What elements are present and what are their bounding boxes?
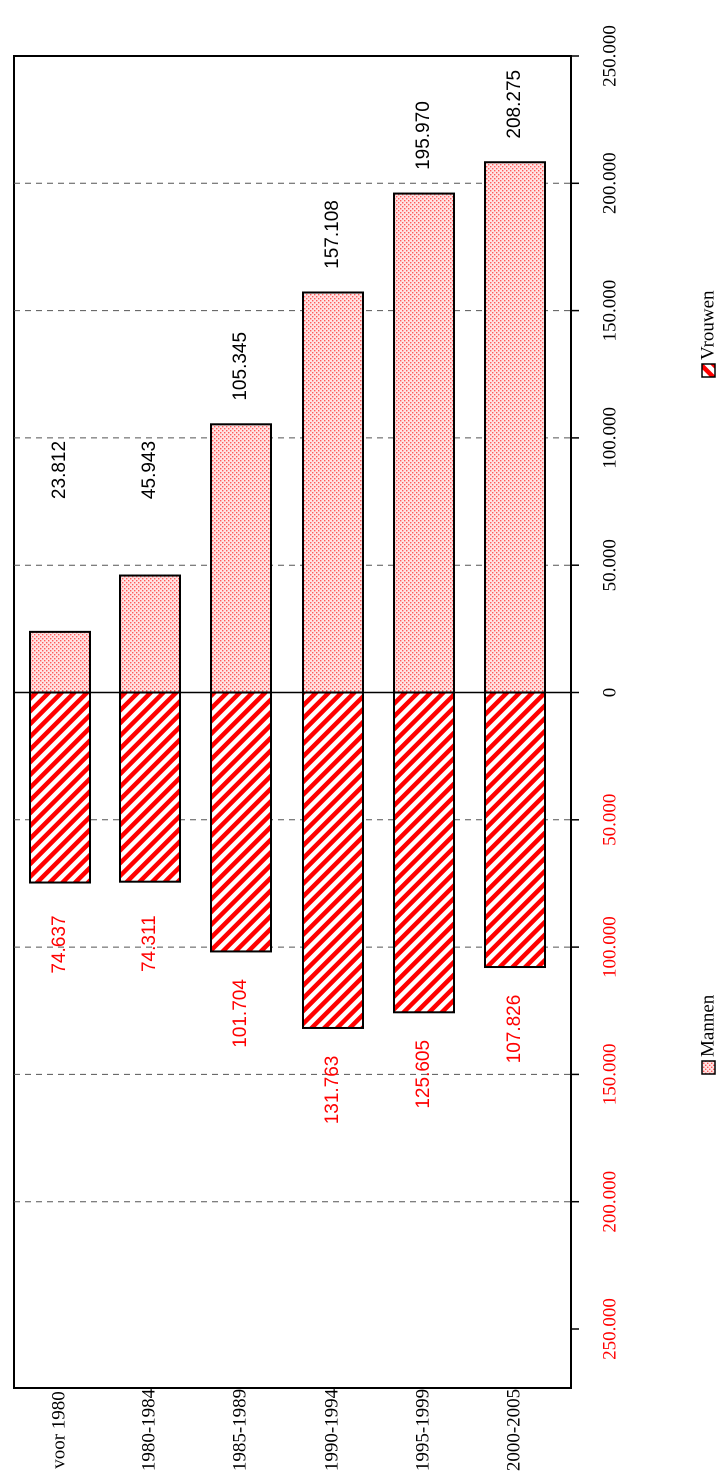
bar-vrouwen bbox=[393, 192, 455, 694]
bar-vrouwen bbox=[29, 630, 91, 694]
bar-vrouwen bbox=[302, 291, 364, 694]
axis-tick-label: 0 bbox=[599, 688, 620, 698]
data-label-vrouwen: 105.345 bbox=[230, 332, 251, 401]
legend-label: Mannen bbox=[697, 994, 718, 1057]
data-label-mannen: 74.311 bbox=[139, 915, 160, 972]
data-label-vrouwen: 157.108 bbox=[322, 200, 343, 269]
legend-label: Vrouwen bbox=[697, 290, 718, 360]
data-label-mannen: 107.826 bbox=[504, 995, 525, 1064]
axis-tick-label: 250.000 bbox=[599, 1298, 620, 1360]
axis-tick-label: 200.000 bbox=[599, 1171, 620, 1233]
bar-mannen bbox=[29, 691, 91, 884]
category-label: 1995-1999 bbox=[412, 1389, 433, 1471]
data-label-vrouwen: 208.275 bbox=[504, 70, 525, 139]
bar-mannen bbox=[210, 691, 272, 953]
category-label: 1990-1994 bbox=[321, 1388, 342, 1471]
axis-tick-label: 100.000 bbox=[599, 916, 620, 978]
data-label-vrouwen: 23.812 bbox=[49, 441, 70, 499]
bar-vrouwen bbox=[210, 423, 272, 694]
legend-swatch bbox=[701, 363, 716, 378]
data-label-vrouwen: 195.970 bbox=[413, 101, 434, 170]
bar-mannen bbox=[302, 691, 364, 1029]
category-label: 1985-1989 bbox=[229, 1389, 250, 1471]
legend-item: Mannen bbox=[697, 994, 718, 1075]
bar-vrouwen bbox=[484, 161, 546, 694]
category-label: 2000-2005 bbox=[503, 1389, 524, 1471]
bar-vrouwen bbox=[119, 574, 181, 694]
axis-tick-label: 250.000 bbox=[599, 25, 620, 87]
legend-swatch bbox=[701, 1060, 716, 1075]
data-label-mannen: 131.763 bbox=[322, 1056, 343, 1125]
bar-mannen bbox=[393, 691, 455, 1014]
axis-tick-label: 150.000 bbox=[599, 280, 620, 342]
category-label: voor 1980 bbox=[48, 1391, 69, 1469]
axis-tick-label: 100.000 bbox=[599, 407, 620, 469]
axis-tick-label: 200.000 bbox=[599, 152, 620, 214]
legend-item: Vrouwen bbox=[697, 290, 718, 378]
data-label-mannen: 125.605 bbox=[413, 1040, 434, 1109]
axis-tick-label: 50.000 bbox=[599, 539, 620, 591]
axis-tick-label: 150.000 bbox=[599, 1044, 620, 1106]
bar-mannen bbox=[484, 691, 546, 969]
axis-tick-label: 50.000 bbox=[599, 794, 620, 846]
plot-frame bbox=[13, 55, 572, 1389]
category-label: 1980-1984 bbox=[138, 1388, 159, 1471]
data-label-mannen: 74.637 bbox=[49, 915, 70, 973]
bar-mannen bbox=[119, 691, 181, 883]
data-label-mannen: 101.704 bbox=[230, 979, 251, 1048]
data-label-vrouwen: 45.943 bbox=[139, 441, 160, 499]
